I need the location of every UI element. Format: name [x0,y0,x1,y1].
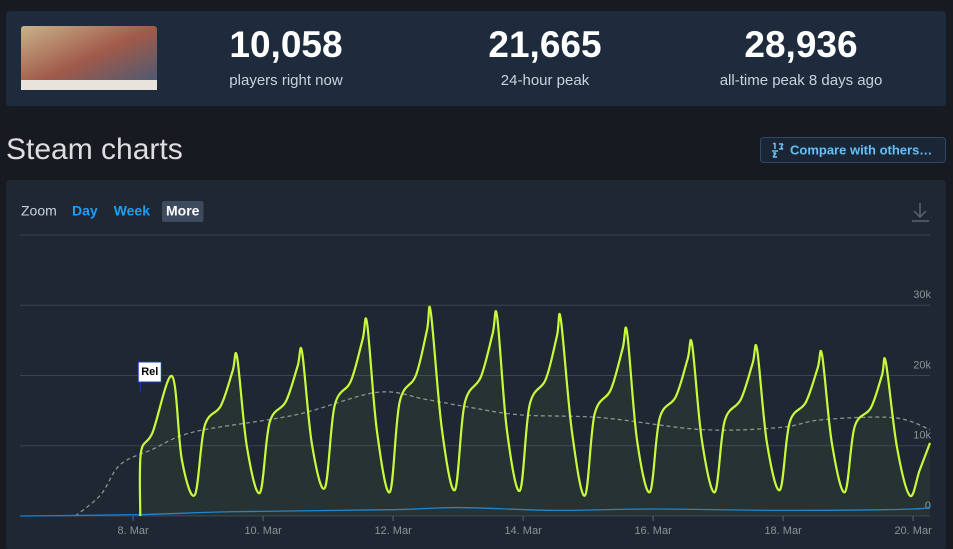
y-tick-label: 0 [925,500,931,512]
chart-panel [6,180,946,549]
zoom-option[interactable]: More [166,203,200,219]
y-tick-label: 30k [913,289,931,301]
x-tick-label: 18. Mar [764,525,802,537]
x-tick-label: 8. Mar [118,525,150,537]
stat-value: 21,665 [488,24,601,65]
stat-label: players right now [229,72,343,89]
x-tick-label: 16. Mar [634,525,672,537]
annotation-label: Rel [141,366,158,378]
zoom-option[interactable]: Day [72,203,98,219]
y-tick-label: 10k [913,430,931,442]
stat-value: 28,936 [744,24,857,65]
series-area [139,306,930,516]
plot: 0 10k 20k 30k 8. Mar 10. Mar 12. Mar 14. Mar 16.… [19,289,932,537]
x-tick-label: 12. Mar [374,525,412,537]
compare-button[interactable] [760,137,946,163]
x-tick-label: 20. Mar [894,525,932,537]
y-tick-label: 20k [913,359,931,371]
stats: 10,058 players right now 21,665 24-hour pea… [229,24,882,89]
zoom-option[interactable]: Week [114,203,151,219]
stats-panel [6,11,946,106]
compare-button-label[interactable]: Compare with others… [790,142,932,157]
thumbnail-banner [21,80,157,90]
stat-label: all-time peak 8 days ago [720,72,883,89]
annotation-flag [137,361,162,383]
zoom-active-bg [162,201,204,222]
zoom-label: Zoom [21,203,57,219]
download-icon[interactable] [912,203,929,222]
game-thumbnail [21,26,157,90]
stat-label: 24-hour peak [501,72,590,89]
x-tick-label: 14. Mar [504,525,542,537]
stat-value: 10,058 [229,24,342,65]
zoom-options: Day Week More [72,201,204,222]
series-line [138,305,932,517]
series-line [19,504,931,517]
x-tick-label: 10. Mar [244,525,282,537]
section-title: Steam charts [6,133,183,166]
compare-icon [772,142,784,158]
